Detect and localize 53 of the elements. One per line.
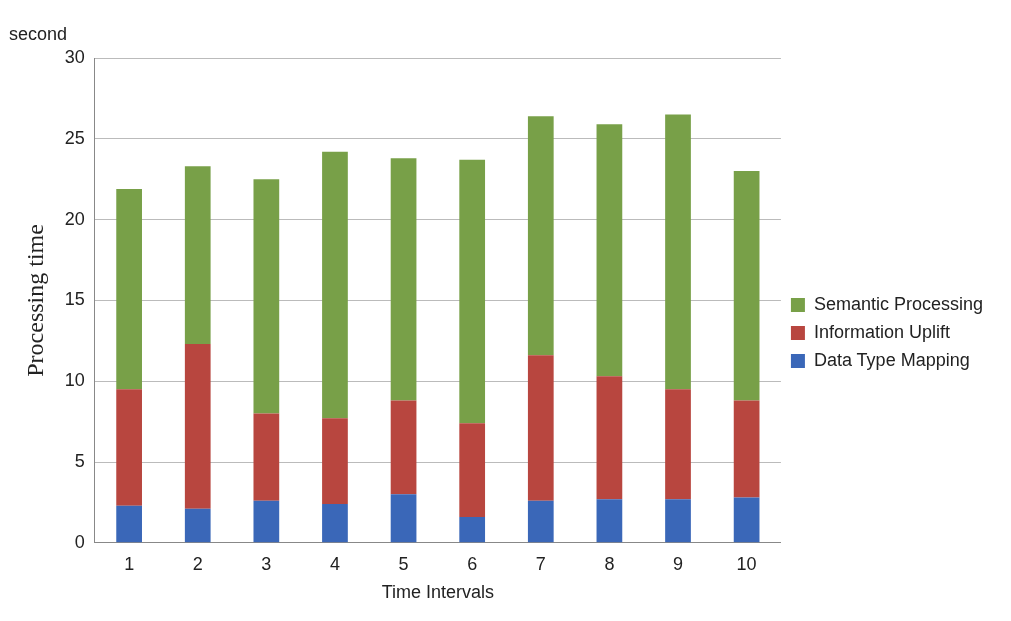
bar: [665, 499, 691, 543]
bar: [596, 376, 623, 500]
bar: [390, 400, 417, 495]
bar: [527, 116, 554, 356]
bar: [116, 389, 142, 506]
x-tick-label: 7: [535, 553, 546, 574]
x-tick-label: 10: [736, 553, 757, 574]
legend-label: Information Uplift: [813, 321, 950, 342]
bar: [527, 355, 554, 501]
x-tick-label: 3: [261, 553, 272, 574]
bar: [322, 151, 348, 419]
bar: [184, 344, 211, 509]
bar: [527, 500, 554, 543]
bar: [733, 171, 760, 401]
bar: [253, 500, 280, 543]
x-tick-label: 8: [604, 553, 615, 574]
legend-label: Data Type Mapping: [813, 349, 970, 370]
bar: [253, 179, 280, 414]
x-axis-title: Time Intervals: [381, 582, 495, 603]
bar: [733, 400, 760, 498]
x-tick-label: 1: [124, 553, 135, 574]
bar: [322, 504, 348, 543]
bar: [322, 418, 348, 505]
bar: [665, 114, 691, 390]
x-tick-label: 4: [329, 553, 340, 574]
bar: [596, 499, 623, 543]
bar: [596, 124, 623, 377]
bar: [390, 158, 417, 401]
bar: [665, 389, 691, 500]
y-tick-label: 15: [64, 289, 85, 310]
x-tick-label: 6: [467, 553, 478, 574]
x-tick-label: 2: [192, 553, 203, 574]
y-tick-label: 0: [74, 531, 85, 552]
bar: [390, 494, 417, 543]
y-tick-label: 25: [64, 127, 85, 148]
x-tick-label: 9: [673, 553, 684, 574]
bar: [116, 188, 142, 390]
bar: [184, 508, 211, 543]
y-axis-title: Processing time: [21, 224, 48, 377]
legend-label: Semantic Processing: [813, 293, 983, 314]
x-tick-label: 5: [398, 553, 409, 574]
bar: [116, 505, 142, 543]
bar: [459, 516, 486, 543]
y-tick-label: 20: [64, 208, 85, 229]
text: second: [8, 23, 68, 44]
y-tick-label: 10: [64, 370, 85, 391]
y-tick-label: 30: [64, 46, 85, 67]
y-tick-label: 5: [74, 450, 85, 471]
bar: [733, 497, 760, 543]
bar: [184, 166, 211, 345]
bar: [459, 159, 486, 424]
bar: [459, 423, 486, 517]
bar: [253, 413, 280, 501]
